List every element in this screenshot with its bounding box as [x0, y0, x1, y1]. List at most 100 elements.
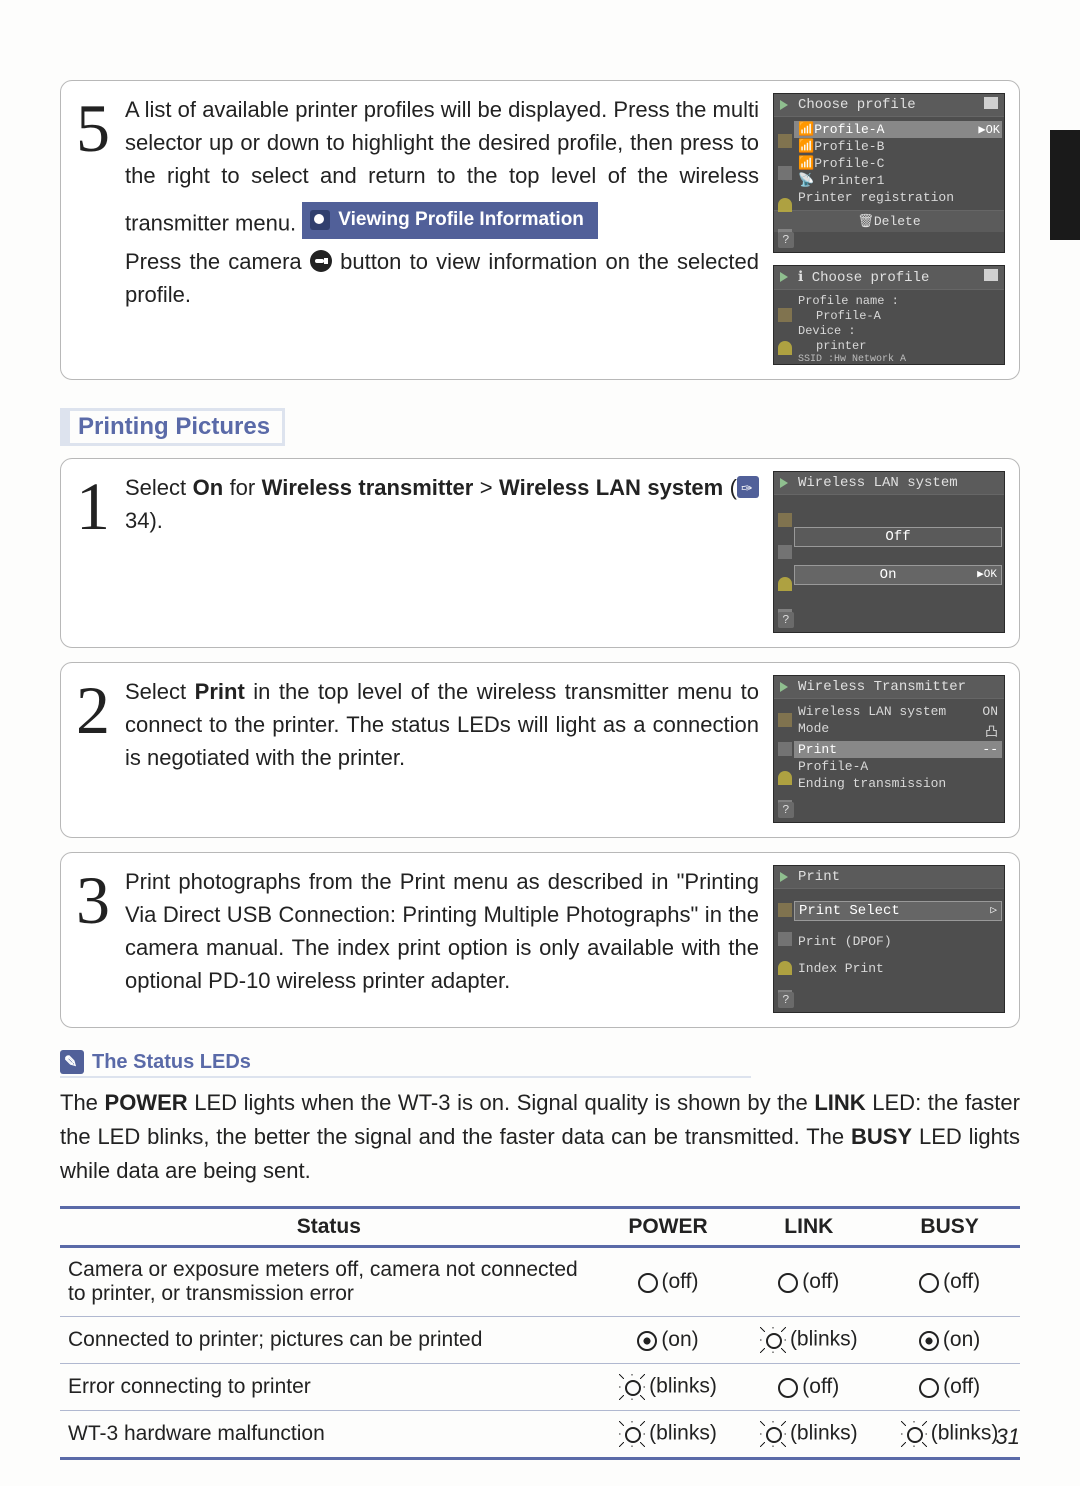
camera-icon — [778, 932, 792, 946]
camera-screen-profile-info: ℹ Choose profile Profile name : Profile-… — [773, 265, 1005, 365]
screen2-title-row: ℹ Choose profile — [774, 266, 1004, 290]
lp-b: LED lights when the WT-3 is on. Signal q… — [194, 1090, 814, 1115]
status-leds-paragraph: The POWER LED lights when the WT-3 is on… — [60, 1086, 1020, 1188]
led-off-icon — [919, 1273, 939, 1293]
print-dpof-row: Print (DPOF) — [798, 933, 998, 950]
r4-status: WT-3 hardware malfunction — [60, 1411, 598, 1459]
led-on-icon — [919, 1331, 939, 1351]
help-icon: ? — [778, 232, 794, 248]
ending-transmission-row: Ending transmission — [798, 775, 998, 792]
viewing-profile-information-bar: Viewing Profile Information — [302, 202, 598, 239]
lp-a: The — [60, 1090, 105, 1115]
s1-a: Select — [125, 475, 193, 500]
screen-title: Choose profile — [774, 94, 1004, 117]
step-1-screen: Wireless LAN system Off On ▶OK ? — [773, 471, 1005, 633]
s1-on: On — [193, 475, 224, 500]
table-row: Error connecting to printer (blinks) (of… — [60, 1364, 1020, 1411]
off-label: Off — [885, 529, 910, 545]
blinks-label: (blinks) — [790, 1422, 858, 1445]
led-blink-icon — [901, 1421, 927, 1447]
r2-busy: (on) — [879, 1317, 1020, 1364]
th-power: POWER — [598, 1208, 739, 1247]
profile-name-label: Profile name : — [798, 294, 998, 309]
r2b: 凸 — [985, 721, 998, 740]
printer-registration-row: Printer registration — [798, 189, 998, 206]
r1-power: (off) — [598, 1247, 739, 1317]
led-blink-icon — [619, 1421, 645, 1447]
wlan-screen-title: Wireless LAN system — [774, 472, 1004, 495]
device-label: Device : — [798, 324, 998, 339]
pencil-icon — [778, 513, 792, 527]
r1-status: Camera or exposure meters off, camera no… — [60, 1247, 598, 1317]
on-label: (on) — [661, 1328, 698, 1351]
r3-busy: (off) — [879, 1364, 1020, 1411]
lp-power: POWER — [105, 1090, 188, 1115]
on-label: On — [799, 567, 977, 583]
blinks-label: (blinks) — [649, 1422, 717, 1445]
print-row-hl: Print -- — [794, 741, 1002, 758]
step-number-5: 5 — [75, 93, 111, 155]
off-label: (off) — [802, 1375, 839, 1398]
table-row: WT-3 hardware malfunction (blinks) (blin… — [60, 1411, 1020, 1459]
r1-busy: (off) — [879, 1247, 1020, 1317]
r2a: Mode — [798, 721, 829, 740]
note-pencil-icon — [60, 1050, 84, 1074]
s1-for: for — [230, 475, 262, 500]
s1-wt: Wireless transmitter — [262, 475, 474, 500]
step-1-block: 1 Select On for Wireless transmitter > W… — [60, 458, 1020, 648]
mode-row: Mode 凸 — [798, 720, 998, 741]
r1-link: (off) — [738, 1247, 879, 1317]
r4-power: (blinks) — [598, 1411, 739, 1459]
camera-icon — [778, 742, 792, 756]
pencil-icon — [778, 134, 792, 148]
step-1-body: Select On for Wireless transmitter > Wir… — [125, 471, 759, 537]
step-5-screens: Choose profile 📶Profile-A ▶OK 📶Profile-B… — [773, 93, 1005, 365]
step-number-3: 3 — [75, 865, 111, 927]
step-5-block: 5 A list of available printer profiles w… — [60, 80, 1020, 380]
print-select-label: Print Select — [799, 903, 900, 919]
led-off-icon — [778, 1378, 798, 1398]
delete-footer: 🗑Delete — [774, 210, 1004, 232]
th-busy: BUSY — [879, 1208, 1020, 1247]
pencil-icon — [778, 713, 792, 727]
vpi-text-a: Press the camera — [125, 249, 310, 274]
ok-label: ▶OK — [978, 122, 1000, 137]
magnify-icon — [310, 210, 330, 230]
screen1-title: Choose profile — [798, 97, 916, 113]
profile-c-label: Profile-C — [814, 156, 884, 171]
table-row: Camera or exposure meters off, camera no… — [60, 1247, 1020, 1317]
off-label: (off) — [943, 1375, 980, 1398]
camera-screen-wireless-transmitter: Wireless Transmitter Wireless LAN system… — [773, 675, 1005, 823]
antenna-icon — [778, 577, 792, 591]
lp-busy: BUSY — [851, 1124, 912, 1149]
on-label: (on) — [943, 1328, 980, 1351]
printer1-label: Printer1 — [822, 173, 884, 188]
led-on-icon — [637, 1331, 657, 1351]
profile-row-c: 📶Profile-C — [798, 155, 998, 172]
printer-reg-label: Printer registration — [798, 190, 954, 205]
th-link: LINK — [738, 1208, 879, 1247]
antenna-icon — [778, 198, 792, 212]
r2-status: Connected to printer; pictures can be pr… — [60, 1317, 598, 1364]
printer1-row: 📡 Printer1 — [798, 172, 998, 189]
blinks-label: (blinks) — [931, 1422, 999, 1445]
step-number-2: 2 — [75, 675, 111, 737]
page-ref-icon — [737, 476, 759, 498]
off-label: (off) — [802, 1270, 839, 1293]
camera-screen-wlan-system: Wireless LAN system Off On ▶OK ? — [773, 471, 1005, 633]
r3b: -- — [982, 742, 998, 757]
r3-power: (blinks) — [598, 1364, 739, 1411]
camera-icon — [778, 545, 792, 559]
help-icon: ? — [778, 802, 794, 818]
on-row: On ▶OK — [794, 565, 1002, 585]
index-print-row: Index Print — [798, 960, 998, 977]
pencil-icon — [778, 308, 792, 322]
s2-a: Select — [125, 679, 195, 704]
off-row: Off — [794, 527, 1002, 547]
status-leds-title: The Status LEDs — [92, 1051, 251, 1074]
help-icon: ? — [778, 612, 794, 628]
s1-wlan: Wireless LAN system — [499, 475, 723, 500]
profile-b-label: Profile-B — [814, 139, 884, 154]
vpi-title: Viewing Profile Information — [338, 206, 584, 235]
s2-print: Print — [195, 679, 245, 704]
